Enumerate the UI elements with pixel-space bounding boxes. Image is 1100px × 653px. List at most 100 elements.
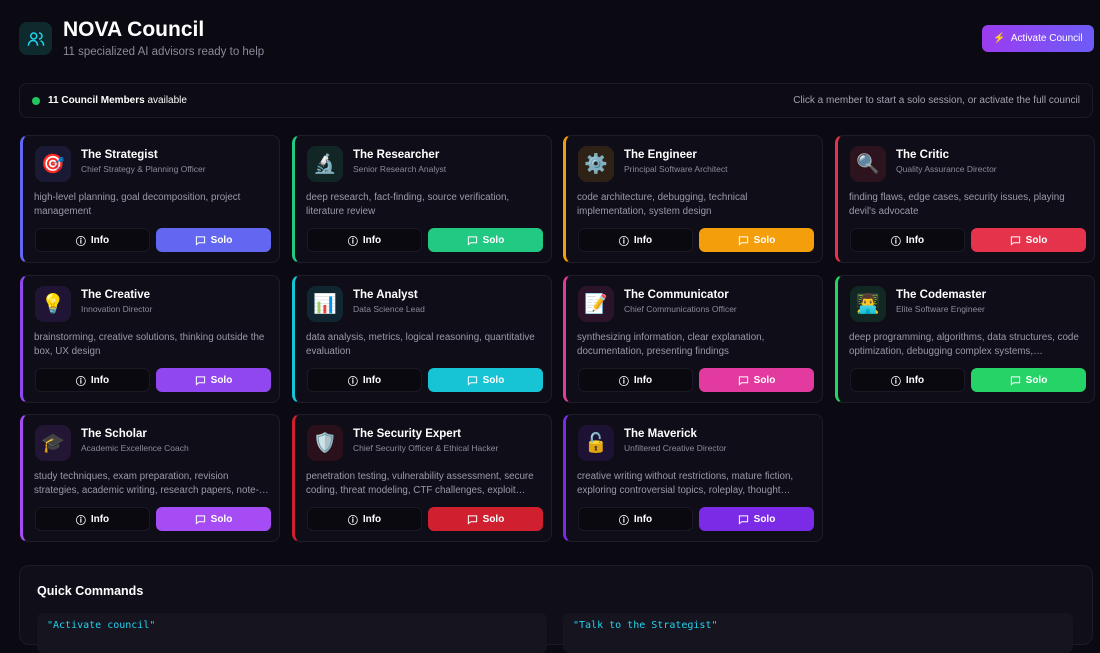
solo-label: Solo xyxy=(482,234,505,246)
member-name: The Maverick xyxy=(624,428,697,440)
info-icon: ⓘ xyxy=(75,376,86,388)
member-card-creative[interactable]: 💡 The Creative Innovation Director brain… xyxy=(20,275,280,403)
info-button[interactable]: ⓘ Info xyxy=(578,507,693,531)
solo-label: Solo xyxy=(1025,234,1048,246)
member-card-communicator[interactable]: 📝 The Communicator Chief Communications … xyxy=(563,275,823,403)
solo-button[interactable]: Solo xyxy=(156,368,271,392)
solo-button[interactable]: Solo xyxy=(699,228,814,252)
info-label: Info xyxy=(633,234,653,246)
member-name: The Analyst xyxy=(353,289,418,301)
scholar-avatar-icon: 🎓 xyxy=(35,425,71,461)
info-label: Info xyxy=(905,234,925,246)
member-name: The Engineer xyxy=(624,149,697,161)
communicator-avatar-icon: 📝 xyxy=(578,286,614,322)
chat-icon xyxy=(467,375,477,386)
quick-command[interactable]: "Activate council" xyxy=(37,613,547,653)
member-role: Innovation Director xyxy=(81,304,153,314)
member-name: The Codemaster xyxy=(896,289,987,301)
online-dot xyxy=(32,96,40,105)
member-card-security-expert[interactable]: 🛡️ The Security Expert Chief Security Of… xyxy=(292,414,552,542)
info-button[interactable]: ⓘ Info xyxy=(578,368,693,392)
solo-label: Solo xyxy=(482,513,505,525)
info-button[interactable]: ⓘ Info xyxy=(578,228,693,252)
info-button[interactable]: ⓘ Info xyxy=(35,368,150,392)
chat-icon xyxy=(195,514,205,525)
status-hint: Click a member to start a solo session, … xyxy=(793,95,1080,106)
solo-button[interactable]: Solo xyxy=(428,228,543,252)
info-button[interactable]: ⓘ Info xyxy=(850,368,965,392)
solo-button[interactable]: Solo xyxy=(156,507,271,531)
member-card-maverick[interactable]: 🔓 The Maverick Unfiltered Creative Direc… xyxy=(563,414,823,542)
info-icon: ⓘ xyxy=(890,376,901,388)
solo-button[interactable]: Solo xyxy=(699,368,814,392)
member-description: brainstorming, creative solutions, think… xyxy=(34,332,265,357)
info-button[interactable]: ⓘ Info xyxy=(307,228,422,252)
info-label: Info xyxy=(90,513,110,525)
info-icon: ⓘ xyxy=(347,236,358,248)
member-card-scholar[interactable]: 🎓 The Scholar Academic Excellence Coach … xyxy=(20,414,280,542)
member-card-strategist[interactable]: 🎯 The Strategist Chief Strategy & Planni… xyxy=(20,135,280,263)
chat-icon xyxy=(738,375,748,386)
member-role: Data Science Lead xyxy=(353,304,425,314)
info-label: Info xyxy=(90,374,110,386)
member-description: finding flaws, edge cases, security issu… xyxy=(849,192,1065,217)
member-card-researcher[interactable]: 🔬 The Researcher Senior Research Analyst… xyxy=(292,135,552,263)
member-description: synthesizing information, clear explanat… xyxy=(577,332,765,357)
member-name: The Communicator xyxy=(624,289,729,301)
member-description: high-level planning, goal decomposition,… xyxy=(34,192,241,217)
member-card-codemaster[interactable]: 👨‍💻 The Codemaster Elite Software Engine… xyxy=(835,275,1095,403)
member-description: code architecture, debugging, technical … xyxy=(577,192,748,217)
solo-button[interactable]: Solo xyxy=(428,507,543,531)
info-label: Info xyxy=(362,374,382,386)
info-icon: ⓘ xyxy=(347,376,358,388)
solo-button[interactable]: Solo xyxy=(971,368,1086,392)
chat-icon xyxy=(1010,375,1020,386)
solo-label: Solo xyxy=(753,234,776,246)
maverick-avatar-icon: 🔓 xyxy=(578,425,614,461)
chat-icon xyxy=(195,375,205,386)
member-name: The Researcher xyxy=(353,149,440,161)
info-icon: ⓘ xyxy=(75,515,86,527)
member-name: The Creative xyxy=(81,289,151,301)
info-button[interactable]: ⓘ Info xyxy=(307,368,422,392)
chat-icon xyxy=(1010,235,1020,246)
member-description: penetration testing, vulnerability asses… xyxy=(306,471,534,496)
info-icon: ⓘ xyxy=(618,236,629,248)
command-text: "Talk to the Strategist" xyxy=(573,620,718,631)
chat-icon xyxy=(195,235,205,246)
member-card-critic[interactable]: 🔍 The Critic Quality Assurance Director … xyxy=(835,135,1095,263)
analyst-avatar-icon: 📊 xyxy=(307,286,343,322)
solo-button[interactable]: Solo xyxy=(971,228,1086,252)
member-role: Senior Research Analyst xyxy=(353,164,447,174)
page-subtitle: 11 specialized AI advisors ready to help xyxy=(63,46,265,58)
solo-button[interactable]: Solo xyxy=(699,507,814,531)
security-expert-avatar-icon: 🛡️ xyxy=(307,425,343,461)
member-name: The Scholar xyxy=(81,428,147,440)
solo-button[interactable]: Solo xyxy=(156,228,271,252)
solo-label: Solo xyxy=(210,234,233,246)
solo-button[interactable]: Solo xyxy=(428,368,543,392)
solo-label: Solo xyxy=(210,513,233,525)
chat-icon xyxy=(738,235,748,246)
critic-avatar-icon: 🔍 xyxy=(850,146,886,182)
creative-avatar-icon: 💡 xyxy=(35,286,71,322)
info-label: Info xyxy=(905,374,925,386)
solo-label: Solo xyxy=(753,513,776,525)
status-bar: 11 Council Members available Click a mem… xyxy=(19,83,1093,118)
member-card-analyst[interactable]: 📊 The Analyst Data Science Lead data ana… xyxy=(292,275,552,403)
info-button[interactable]: ⓘ Info xyxy=(35,228,150,252)
quick-commands-panel: Quick Commands "Activate council" "Talk … xyxy=(19,565,1093,653)
solo-label: Solo xyxy=(1025,374,1048,386)
member-role: Unfiltered Creative Director xyxy=(624,443,727,453)
info-label: Info xyxy=(362,513,382,525)
member-card-engineer[interactable]: ⚙️ The Engineer Principal Software Archi… xyxy=(563,135,823,263)
info-button[interactable]: ⓘ Info xyxy=(35,507,150,531)
quick-command[interactable]: "Talk to the Strategist" xyxy=(563,613,1073,653)
lightning-icon: ⚡ xyxy=(993,33,1006,44)
member-role: Elite Software Engineer xyxy=(896,304,985,314)
info-button[interactable]: ⓘ Info xyxy=(850,228,965,252)
info-label: Info xyxy=(633,374,653,386)
info-icon: ⓘ xyxy=(618,376,629,388)
info-button[interactable]: ⓘ Info xyxy=(307,507,422,531)
activate-council-button[interactable]: ⚡ Activate Council xyxy=(982,25,1094,52)
